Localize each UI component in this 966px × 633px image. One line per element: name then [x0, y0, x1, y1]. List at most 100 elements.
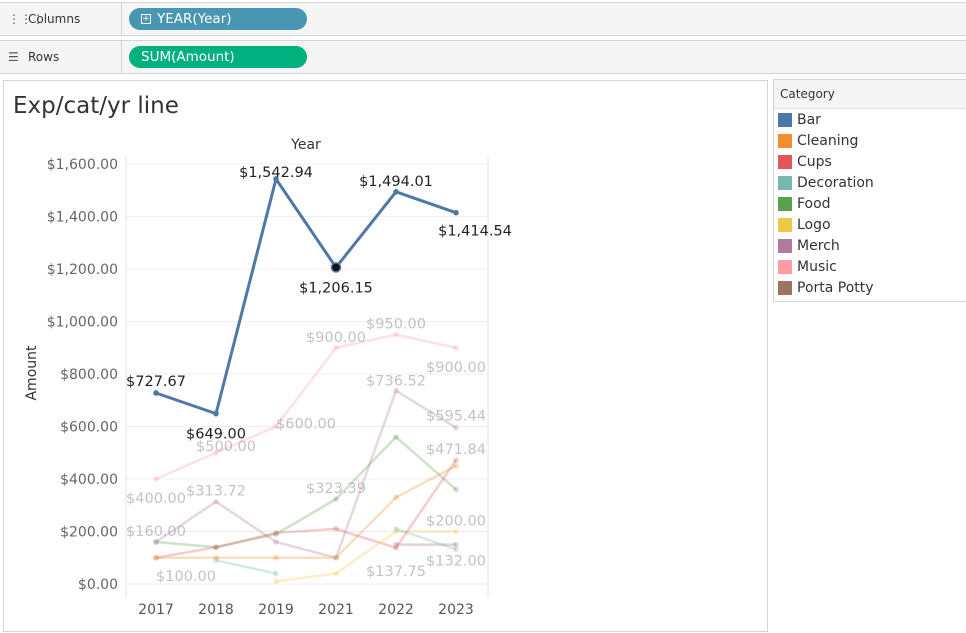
data-point-music[interactable]: [213, 449, 219, 456]
series-line-bar[interactable]: [155, 177, 457, 416]
legend-item-cups[interactable]: Cups: [774, 151, 966, 172]
data-point-food[interactable]: [213, 544, 219, 551]
viz-pane: Exp/cat/yr line $0.00 $200.00 $400.00 $600.…: [3, 80, 768, 632]
data-point-merch[interactable]: [333, 554, 339, 561]
y-tick-label: $1,200.00: [47, 262, 118, 278]
data-label-bar: $649.00: [186, 427, 246, 443]
data-point-music[interactable]: [393, 331, 399, 338]
amount-pill[interactable]: SUM(Amount): [129, 46, 307, 68]
data-point-bar[interactable]: [273, 176, 279, 182]
data-point-music[interactable]: [153, 476, 159, 482]
data-point-food[interactable]: [333, 496, 339, 502]
amount-pill-label: SUM(Amount): [141, 49, 235, 65]
series-line-cleaning[interactable]: [156, 464, 457, 559]
legend-label: Logo: [797, 216, 831, 233]
series-line-logo[interactable]: [275, 530, 456, 583]
x-tick-label: 2023: [438, 602, 474, 618]
data-point-porta-potty[interactable]: [453, 541, 459, 548]
data-point-cleaning[interactable]: [273, 554, 279, 561]
data-point-cleaning[interactable]: [393, 494, 399, 501]
data-point-food[interactable]: [153, 539, 159, 545]
data-point-bar[interactable]: [453, 209, 459, 216]
year-pill-label: YEAR(Year): [157, 11, 232, 27]
x-tick-label: 2017: [138, 602, 174, 618]
series-line-merch[interactable]: [155, 389, 457, 559]
data-point-cleaning[interactable]: [333, 554, 339, 561]
legend-item-bar[interactable]: Bar: [774, 109, 966, 130]
legend-label: Food: [797, 195, 831, 212]
data-point-logo[interactable]: [453, 528, 459, 535]
data-point-food[interactable]: [393, 434, 399, 440]
data-point-decoration[interactable]: [393, 526, 399, 532]
year-pill[interactable]: + YEAR(Year): [129, 8, 307, 30]
line-chart[interactable]: $0.00 $200.00 $400.00 $600.00 $800.00 $1,000.…: [4, 81, 767, 631]
y-axis-title: Amount: [24, 345, 40, 401]
legend-item-decoration[interactable]: Decoration: [774, 172, 966, 193]
series-line-decoration[interactable]: [395, 527, 457, 551]
series-line-music[interactable]: [155, 333, 457, 481]
data-point-bar[interactable]: [213, 410, 219, 417]
data-label-music: $900.00: [306, 330, 366, 346]
series-line-cups[interactable]: [155, 459, 458, 559]
data-point-music[interactable]: [453, 344, 459, 351]
data-point-cups[interactable]: [153, 554, 159, 561]
data-point-decoration[interactable]: [213, 557, 219, 564]
data-point-cups[interactable]: [333, 526, 339, 532]
data-point-cleaning[interactable]: [213, 554, 219, 561]
data-label-music: $900.00: [426, 360, 486, 376]
data-point-logo[interactable]: [393, 528, 399, 535]
data-point-bar[interactable]: [393, 189, 399, 195]
data-point-cleaning[interactable]: [153, 554, 159, 561]
data-point-logo[interactable]: [273, 578, 279, 585]
data-point-cups[interactable]: [213, 544, 219, 551]
legend-item-cleaning[interactable]: Cleaning: [774, 130, 966, 151]
data-point-decoration[interactable]: [273, 570, 279, 577]
data-label-bar: $727.67: [126, 374, 186, 390]
data-point-food[interactable]: [453, 486, 459, 493]
data-point-merch[interactable]: [213, 498, 219, 505]
x-tick-label: 2022: [378, 602, 414, 618]
series-line-food[interactable]: [155, 435, 457, 549]
data-label-music: $500.00: [196, 439, 256, 455]
legend-title: Category: [774, 80, 966, 109]
legend-item-logo[interactable]: Logo: [774, 214, 966, 235]
legend-item-merch[interactable]: Merch: [774, 235, 966, 256]
data-label-music: $600.00: [276, 417, 336, 433]
data-label-bar: $1,414.54: [438, 224, 512, 240]
data-label-music: $400.00: [126, 491, 186, 507]
data-point-music[interactable]: [333, 344, 339, 351]
y-tick-label: $1,000.00: [47, 315, 118, 331]
data-point-merch[interactable]: [393, 387, 399, 394]
data-point-cups[interactable]: [273, 530, 279, 536]
rows-label-text: Rows: [28, 50, 60, 64]
data-point-music[interactable]: [273, 423, 279, 430]
legend-item-food[interactable]: Food: [774, 193, 966, 214]
category-legend: Category Bar Cleaning Cups Decoration Food Lo…: [773, 79, 966, 302]
y-tick-label: $600.00: [60, 420, 118, 436]
legend-label: Porta Potty: [797, 279, 874, 296]
y-tick-label: $800.00: [60, 367, 118, 383]
expand-plus-icon[interactable]: +: [141, 14, 151, 24]
y-tick-label: $200.00: [60, 525, 118, 541]
legend-label: Decoration: [797, 174, 874, 191]
data-point-food[interactable]: [273, 531, 279, 537]
data-point-logo[interactable]: [333, 570, 339, 577]
legend-swatch: [778, 112, 792, 127]
data-point-decoration[interactable]: [453, 546, 459, 553]
data-point-bar[interactable]: [153, 390, 159, 396]
series-line-decoration[interactable]: [215, 559, 277, 575]
legend-item-music[interactable]: Music: [774, 256, 966, 277]
data-point-porta-potty[interactable]: [393, 541, 399, 548]
x-tick-label: 2018: [198, 602, 234, 618]
data-point-merch[interactable]: [153, 539, 159, 545]
y-tick-label: $0.00: [78, 577, 118, 593]
legend-item-porta-potty[interactable]: Porta Potty: [774, 277, 966, 298]
data-point-cups[interactable]: [453, 457, 459, 463]
data-point-merch[interactable]: [273, 539, 279, 545]
legend-swatch: [778, 280, 792, 295]
y-tick-label: $1,400.00: [47, 210, 118, 226]
data-point-cups[interactable]: [393, 545, 399, 551]
data-point-cleaning[interactable]: [453, 463, 459, 469]
data-point-bar[interactable]: [330, 262, 342, 273]
data-point-merch[interactable]: [453, 424, 459, 431]
